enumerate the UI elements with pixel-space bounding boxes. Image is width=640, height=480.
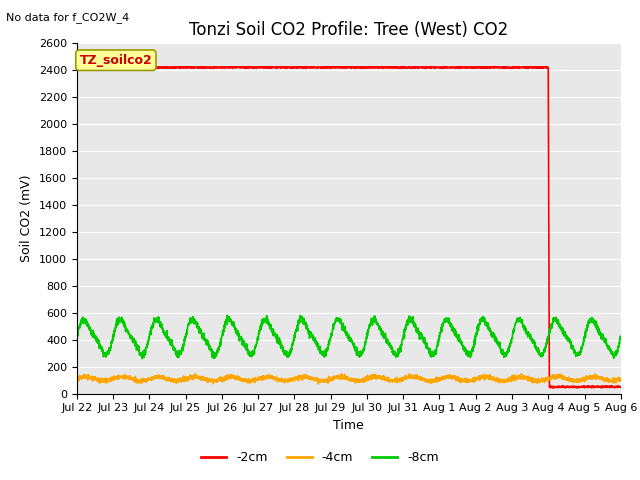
-8cm — [168, 342, 175, 348]
-4cm — [607, 377, 614, 383]
-4cm — [135, 378, 143, 384]
-2cm — [135, 65, 143, 71]
Line: -4cm: -4cm — [77, 373, 621, 384]
-4cm — [314, 381, 322, 387]
Line: -8cm: -8cm — [77, 315, 621, 359]
-8cm — [548, 321, 556, 326]
-4cm — [617, 377, 625, 383]
-2cm — [573, 385, 581, 391]
-2cm — [305, 65, 313, 71]
-2cm — [548, 384, 556, 390]
-2cm — [282, 65, 289, 71]
X-axis label: Time: Time — [333, 419, 364, 432]
-2cm — [607, 384, 614, 390]
-8cm — [138, 356, 146, 361]
Text: No data for f_CO2W_4: No data for f_CO2W_4 — [6, 12, 130, 23]
Y-axis label: Soil CO2 (mV): Soil CO2 (mV) — [20, 175, 33, 262]
-8cm — [223, 312, 231, 318]
-2cm — [168, 64, 175, 70]
-4cm — [305, 374, 313, 380]
Title: Tonzi Soil CO2 Profile: Tree (West) CO2: Tonzi Soil CO2 Profile: Tree (West) CO2 — [189, 21, 508, 39]
-8cm — [282, 351, 290, 357]
-8cm — [135, 347, 143, 352]
Legend: -2cm, -4cm, -8cm: -2cm, -4cm, -8cm — [196, 446, 444, 469]
-2cm — [617, 384, 625, 390]
-2cm — [111, 63, 118, 69]
-4cm — [282, 377, 289, 383]
-4cm — [518, 371, 525, 376]
-4cm — [548, 373, 556, 379]
-4cm — [167, 379, 175, 384]
-8cm — [73, 336, 81, 341]
Text: TZ_soilco2: TZ_soilco2 — [79, 54, 152, 67]
-4cm — [73, 374, 81, 380]
-2cm — [73, 64, 81, 70]
-8cm — [305, 330, 313, 336]
-8cm — [617, 334, 625, 340]
-8cm — [607, 346, 614, 352]
Line: -2cm: -2cm — [77, 66, 621, 388]
